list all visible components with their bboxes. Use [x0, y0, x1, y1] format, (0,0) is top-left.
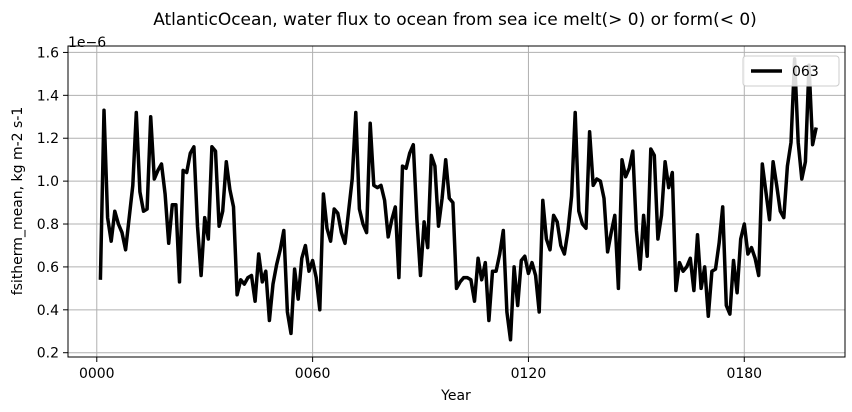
- y-tick-label: 0.4: [37, 303, 59, 319]
- series-group: [98, 57, 818, 342]
- x-tick-label: 0060: [295, 366, 331, 382]
- grid-lines: [68, 46, 845, 357]
- y-axis-label: fsitherm_mean, kg m-2 s-1: [10, 107, 26, 296]
- y-tick-label: 1.2: [37, 131, 59, 147]
- y-tick-label: 1.0: [37, 174, 59, 190]
- x-axis-label: Year: [440, 388, 471, 404]
- x-tick-label: 0120: [511, 366, 547, 382]
- legend-box: [742, 55, 840, 87]
- y-tick-label: 1.6: [37, 45, 59, 61]
- x-tick-label: 0180: [726, 366, 762, 382]
- y-offset-label: 1e−6: [68, 35, 106, 51]
- series-line-063: [98, 57, 818, 342]
- legend: 063: [742, 55, 840, 87]
- y-tick-label: 0.6: [37, 260, 59, 276]
- y-tick-label: 1.4: [37, 88, 59, 104]
- x-tick-label: 0000: [79, 366, 115, 382]
- legend-label-063: 063: [792, 64, 819, 80]
- y-tick-label: 0.2: [37, 346, 59, 362]
- y-tick-label: 0.8: [37, 217, 59, 233]
- chart-title: AtlanticOcean, water flux to ocean from …: [153, 10, 757, 30]
- plot-frame: [67, 45, 846, 358]
- axis-ticks: 0000 0060 0120 0180 0.2 0.4 0.6 0.8 1.0 1.2 1.4 1.6: [37, 45, 762, 382]
